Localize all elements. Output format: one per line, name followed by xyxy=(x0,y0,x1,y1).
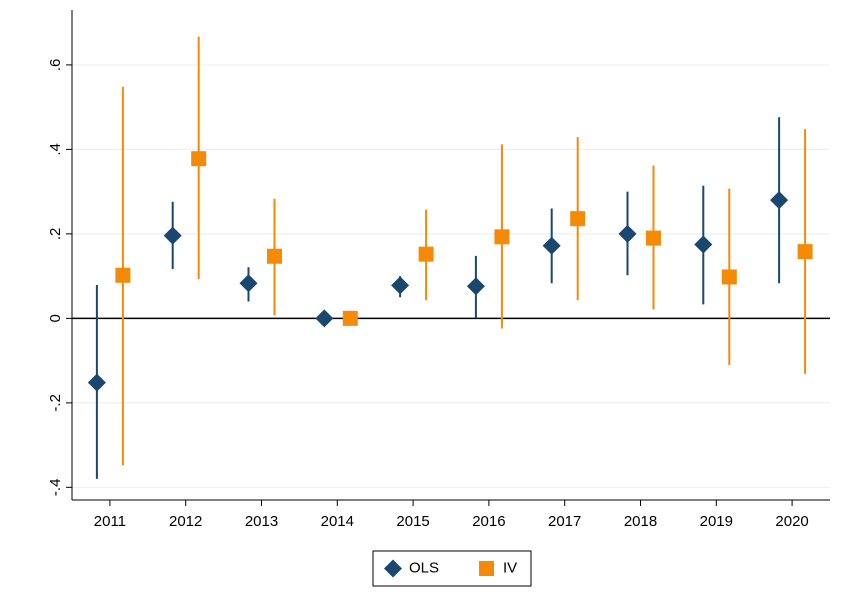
y-tick-label: -.2 xyxy=(47,394,64,412)
x-tick-label: 2020 xyxy=(775,513,808,530)
square-marker xyxy=(494,229,510,245)
x-tick-label: 2014 xyxy=(321,513,354,530)
diamond-marker xyxy=(315,309,334,328)
square-marker xyxy=(267,248,282,264)
y-tick-label: -.4 xyxy=(47,479,64,497)
square-marker xyxy=(115,267,131,283)
diamond-marker xyxy=(391,276,410,295)
legend-diamond xyxy=(384,559,402,578)
x-tick-label: 2019 xyxy=(700,513,733,530)
diamond-marker xyxy=(466,277,485,296)
plot-area xyxy=(72,10,830,500)
diamond-marker xyxy=(87,373,106,392)
x-tick-label: 2016 xyxy=(472,513,505,530)
diamond-marker xyxy=(694,235,713,254)
legend-square xyxy=(479,561,495,576)
y-tick-label: 0 xyxy=(47,314,64,322)
diamond-marker xyxy=(770,191,789,210)
square-marker xyxy=(191,151,207,167)
diamond-marker xyxy=(239,274,258,293)
legend-label: OLS xyxy=(409,559,439,576)
square-marker xyxy=(646,230,661,246)
legend: OLS IV xyxy=(372,550,532,587)
square-marker xyxy=(418,246,434,262)
square-marker xyxy=(570,211,586,227)
legend-label: IV xyxy=(503,559,517,576)
y-tick-label: .4 xyxy=(47,143,64,156)
y-tick-label: .2 xyxy=(47,228,64,241)
y-tick-label: .6 xyxy=(47,59,64,72)
square-marker xyxy=(797,244,813,260)
x-tick-label: 2012 xyxy=(169,513,202,530)
x-tick-label: 2015 xyxy=(396,513,429,530)
x-tick-label: 2017 xyxy=(548,513,581,530)
square-marker xyxy=(721,269,737,285)
square-marker xyxy=(342,310,358,326)
x-tick-label: 2013 xyxy=(245,513,278,530)
diamond-marker xyxy=(618,224,637,243)
diamond-marker xyxy=(542,236,561,255)
diamond-marker xyxy=(163,226,182,245)
x-tick-label: 2011 xyxy=(94,513,126,530)
x-tick-label: 2018 xyxy=(624,513,657,530)
